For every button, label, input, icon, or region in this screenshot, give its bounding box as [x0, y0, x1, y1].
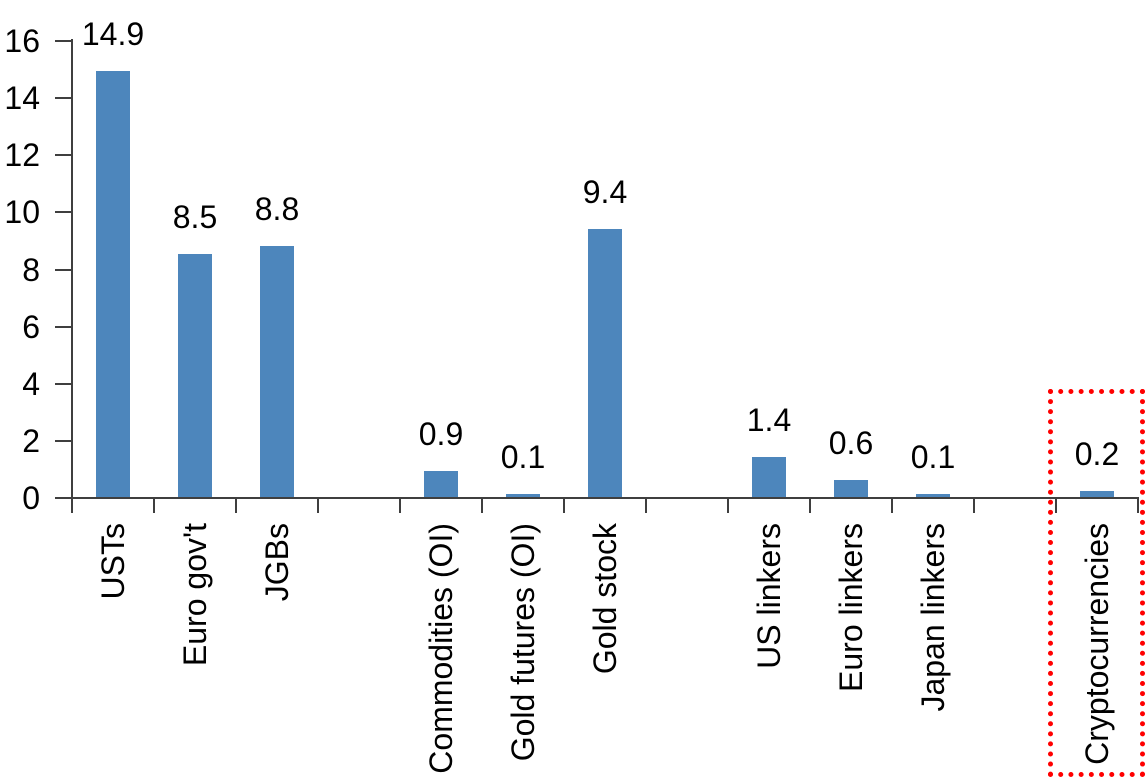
x-tick [153, 499, 155, 513]
y-tick-label: 4 [22, 366, 40, 402]
y-tick-label: 8 [22, 252, 40, 288]
bar [260, 246, 294, 497]
bar [178, 254, 212, 497]
y-tick [55, 326, 71, 328]
bar-value-label: 1.4 [746, 402, 792, 438]
y-tick-label: 0 [22, 480, 40, 516]
y-tick-label: 2 [22, 423, 40, 459]
x-tick [809, 499, 811, 513]
x-tick [317, 499, 319, 513]
y-tick [55, 211, 71, 213]
y-tick-label: 12 [4, 137, 40, 173]
bar-value-label: 0.1 [500, 439, 546, 475]
bar-value-label: 9.4 [582, 174, 628, 210]
bar-value-label: 0.2 [1074, 436, 1120, 472]
y-tick [55, 383, 71, 385]
bar [96, 71, 130, 497]
bar [424, 471, 458, 497]
x-tick [891, 499, 893, 513]
y-tick-label: 16 [4, 23, 40, 59]
x-tick [481, 499, 483, 513]
bar-value-label: 14.9 [81, 16, 145, 52]
x-tick [1137, 499, 1139, 513]
category-label: Euro gov't [177, 523, 213, 667]
x-tick [645, 499, 647, 513]
bar [916, 494, 950, 497]
x-tick [1055, 499, 1057, 513]
x-tick [563, 499, 565, 513]
bar [834, 480, 868, 497]
y-tick-label: 6 [22, 309, 40, 345]
category-label: Euro linkers [833, 523, 869, 692]
y-tick [55, 97, 71, 99]
bar [1080, 491, 1114, 497]
category-label: Gold futures (OI) [505, 523, 541, 762]
x-tick [973, 499, 975, 513]
highlight-box [1048, 389, 1145, 777]
x-tick [235, 499, 237, 513]
category-label: Commodities (OI) [423, 523, 459, 774]
bar [588, 229, 622, 497]
category-label: US linkers [751, 523, 787, 669]
bar-value-label: 0.9 [418, 416, 464, 452]
category-label: JGBs [259, 523, 295, 602]
bar [752, 457, 786, 497]
y-tick [55, 40, 71, 42]
y-tick-label: 14 [4, 80, 40, 116]
category-label: Gold stock [587, 523, 623, 675]
x-axis-line [71, 497, 1139, 499]
x-tick [727, 499, 729, 513]
x-tick [399, 499, 401, 513]
category-label: USTs [95, 523, 131, 600]
y-tick [55, 440, 71, 442]
bar-value-label: 0.6 [828, 425, 874, 461]
y-tick [55, 497, 71, 499]
x-tick [71, 499, 73, 513]
bar-value-label: 0.1 [910, 439, 956, 475]
category-label: Japan linkers [915, 523, 951, 712]
y-tick [55, 154, 71, 156]
y-tick [55, 269, 71, 271]
bar [506, 494, 540, 497]
y-tick-label: 10 [4, 194, 40, 230]
bar-value-label: 8.8 [254, 191, 300, 227]
bar-value-label: 8.5 [172, 199, 218, 235]
y-axis-line [71, 39, 73, 511]
